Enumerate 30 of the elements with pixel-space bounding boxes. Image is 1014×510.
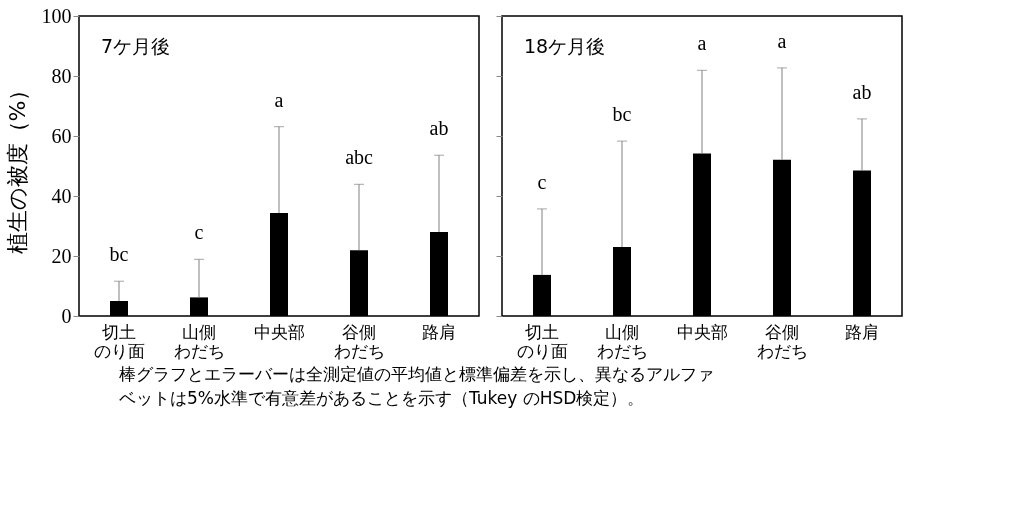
- annotation: bc: [612, 103, 632, 126]
- annotation: a: [274, 88, 284, 111]
- x-tick-label: 路肩: [422, 321, 456, 342]
- x-tick-label: 谷側わだち: [756, 321, 808, 361]
- x-tick-label: 切土のり面: [516, 321, 568, 361]
- annotation: c: [194, 221, 204, 244]
- annotation: ab: [852, 80, 872, 103]
- text: 7ケ月後: [101, 35, 171, 57]
- y-tick-label: 20: [51, 244, 72, 267]
- annotation: a: [777, 29, 787, 52]
- x-tick-label: 谷側わだち: [333, 321, 385, 361]
- x-tick-label: 山側わだち: [596, 321, 648, 361]
- annotation: a: [697, 32, 707, 55]
- annotation: c: [537, 170, 547, 193]
- text: 18ケ月後: [524, 35, 606, 57]
- annotation: bc: [109, 243, 129, 266]
- annotation: ab: [429, 117, 449, 140]
- text: 棒グラフとエラーバーは全測定値の平均値と標準偏差を示し、異なるアルファベットは5%水準で有意差があることを示す（Tukey のHSD検定）。: [119, 364, 714, 408]
- y-tick-label: 100: [41, 4, 72, 27]
- x-tick-label: 切土のり面: [93, 321, 145, 361]
- y-tick-label: 40: [51, 184, 72, 207]
- y-axis-title: 植生の被度（%）: [4, 78, 30, 255]
- y-tick-label: 0: [61, 304, 72, 327]
- annotation: abc: [345, 146, 373, 169]
- x-tick-label: 中央部: [253, 321, 305, 342]
- y-tick-label: 80: [51, 64, 72, 87]
- y-tick-label: 60: [51, 124, 72, 147]
- x-tick-label: 路肩: [845, 321, 879, 342]
- x-tick-label: 中央部: [676, 321, 728, 342]
- x-tick-label: 山側わだち: [173, 321, 225, 361]
